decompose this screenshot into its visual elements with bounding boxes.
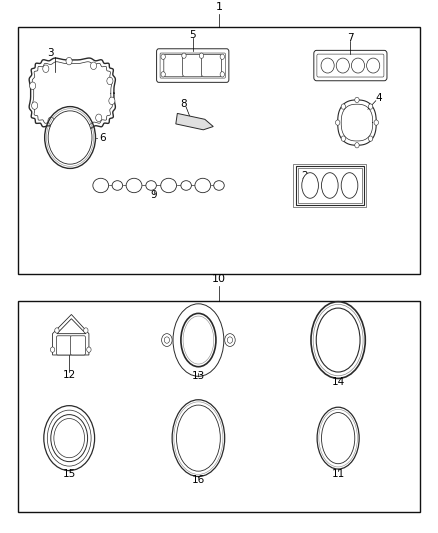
Text: 14: 14 xyxy=(332,377,345,386)
Bar xyxy=(18,301,420,512)
Ellipse shape xyxy=(321,413,355,464)
Circle shape xyxy=(107,77,113,85)
Circle shape xyxy=(368,136,373,141)
Circle shape xyxy=(199,53,204,59)
Ellipse shape xyxy=(336,58,350,73)
Circle shape xyxy=(164,337,170,343)
Text: 4: 4 xyxy=(375,93,382,103)
Circle shape xyxy=(368,104,373,109)
Circle shape xyxy=(87,347,91,352)
Ellipse shape xyxy=(181,313,216,367)
Circle shape xyxy=(182,53,186,59)
Ellipse shape xyxy=(321,173,338,198)
Polygon shape xyxy=(176,114,213,130)
Circle shape xyxy=(227,337,233,343)
Circle shape xyxy=(341,136,346,141)
Text: 11: 11 xyxy=(332,470,345,479)
Bar xyxy=(18,27,420,274)
Circle shape xyxy=(374,120,378,125)
Text: 12: 12 xyxy=(63,370,76,380)
Circle shape xyxy=(355,142,359,148)
Ellipse shape xyxy=(56,421,82,455)
Text: 9: 9 xyxy=(151,190,158,200)
Ellipse shape xyxy=(112,181,123,190)
Text: 2: 2 xyxy=(301,171,308,181)
Text: 1: 1 xyxy=(215,2,223,12)
Circle shape xyxy=(161,54,166,60)
Circle shape xyxy=(48,111,92,164)
FancyBboxPatch shape xyxy=(183,54,203,77)
Ellipse shape xyxy=(173,304,224,376)
Text: 6: 6 xyxy=(99,133,106,142)
Text: 13: 13 xyxy=(192,371,205,381)
Ellipse shape xyxy=(181,181,191,190)
Circle shape xyxy=(30,82,36,90)
Text: 16: 16 xyxy=(192,475,205,484)
FancyBboxPatch shape xyxy=(296,166,364,205)
Text: 10: 10 xyxy=(212,273,226,284)
Circle shape xyxy=(84,328,88,333)
Ellipse shape xyxy=(341,173,358,198)
Ellipse shape xyxy=(367,58,380,73)
Ellipse shape xyxy=(214,181,224,190)
Circle shape xyxy=(55,328,59,333)
Circle shape xyxy=(32,102,38,109)
Circle shape xyxy=(161,71,166,77)
FancyBboxPatch shape xyxy=(57,336,71,355)
Text: 8: 8 xyxy=(180,100,187,109)
FancyBboxPatch shape xyxy=(314,51,387,80)
Circle shape xyxy=(72,122,78,129)
Ellipse shape xyxy=(146,181,156,190)
Ellipse shape xyxy=(195,178,211,192)
Ellipse shape xyxy=(93,178,109,192)
Text: 5: 5 xyxy=(189,30,196,40)
Circle shape xyxy=(162,334,172,346)
Circle shape xyxy=(220,54,224,60)
Circle shape xyxy=(95,114,102,122)
Ellipse shape xyxy=(177,405,220,471)
Ellipse shape xyxy=(321,58,334,73)
Circle shape xyxy=(220,71,224,77)
Circle shape xyxy=(91,62,97,69)
FancyBboxPatch shape xyxy=(71,336,85,355)
Text: 7: 7 xyxy=(347,33,354,43)
Ellipse shape xyxy=(351,58,364,73)
Ellipse shape xyxy=(302,173,318,198)
Circle shape xyxy=(43,65,49,72)
Text: 3: 3 xyxy=(47,49,54,58)
Circle shape xyxy=(66,58,72,65)
FancyBboxPatch shape xyxy=(164,54,184,77)
Circle shape xyxy=(48,117,54,125)
FancyBboxPatch shape xyxy=(201,54,222,77)
Ellipse shape xyxy=(161,178,177,192)
Text: 15: 15 xyxy=(63,470,76,479)
Ellipse shape xyxy=(126,178,142,192)
Circle shape xyxy=(355,97,359,102)
Circle shape xyxy=(109,97,115,104)
Circle shape xyxy=(50,347,55,352)
Circle shape xyxy=(225,334,235,346)
FancyBboxPatch shape xyxy=(156,49,229,82)
Circle shape xyxy=(336,120,340,125)
Ellipse shape xyxy=(316,308,360,372)
Circle shape xyxy=(341,104,346,109)
